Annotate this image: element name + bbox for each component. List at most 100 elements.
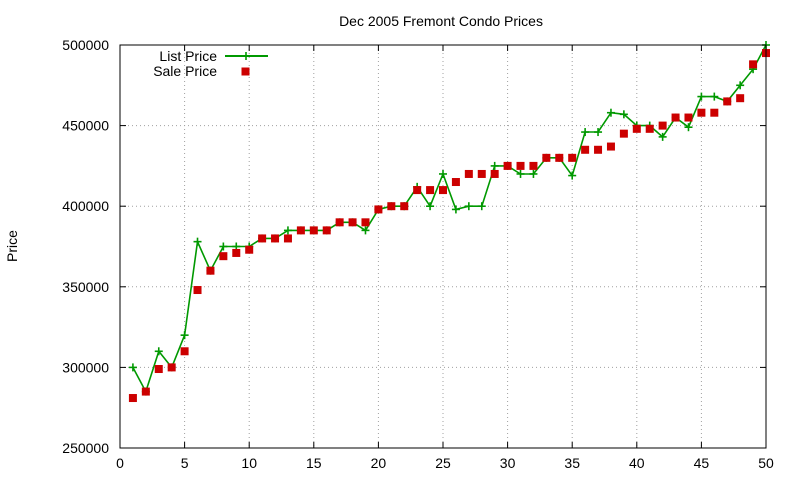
legend-marker-list-price (242, 52, 250, 60)
sale-price-point (232, 248, 241, 257)
sale-price-point (258, 234, 267, 243)
sale-price-point (516, 161, 525, 170)
sale-price-point (658, 121, 667, 130)
x-tick-label: 10 (241, 455, 257, 471)
list-price-point (219, 242, 228, 251)
sale-price-point (736, 94, 745, 103)
sale-price-point (490, 169, 499, 178)
sale-price-point (309, 226, 318, 235)
sale-price-point (400, 202, 409, 211)
list-price-point (464, 202, 473, 211)
y-tick-label: 350000 (62, 279, 109, 295)
list-price-point (477, 202, 486, 211)
sale-price-point (606, 142, 615, 151)
gridlines (120, 45, 766, 448)
y-tick-label: 450000 (62, 118, 109, 134)
list-price-point (128, 363, 137, 372)
list-price-point (154, 347, 163, 356)
sale-price-point (283, 234, 292, 243)
x-tick-label: 50 (758, 455, 774, 471)
list-price-point (658, 132, 667, 141)
list-price-line (132, 44, 767, 394)
sale-price-point (296, 226, 305, 235)
x-tick-label: 25 (435, 455, 451, 471)
sale-price-point (426, 186, 435, 195)
list-price-point (439, 169, 447, 178)
legend-label-list-price: List Price (159, 48, 217, 64)
sale-price-point (128, 394, 137, 403)
list-price-point (736, 81, 745, 90)
list-price-point (568, 171, 577, 180)
sale-price-point (245, 245, 254, 254)
sale-price-point (749, 60, 758, 69)
sale-price-point (542, 153, 551, 162)
sale-price-point (671, 113, 680, 122)
list-price-point (606, 108, 615, 117)
sale-price-point (193, 286, 202, 295)
legend-marker-sale-price (241, 67, 250, 76)
sale-price-point (645, 124, 654, 133)
sale-price-point (180, 347, 189, 356)
data-series (128, 41, 770, 403)
sale-price-point (167, 363, 176, 372)
sale-price-point (710, 108, 719, 117)
list-price-point (180, 331, 189, 340)
y-tick-label: 250000 (62, 440, 109, 456)
x-tick-label: 35 (564, 455, 580, 471)
x-tick-label: 20 (371, 455, 387, 471)
sale-price-point (154, 365, 163, 374)
sale-price-point (322, 226, 331, 235)
list-price-point (710, 92, 719, 101)
sale-price-point (387, 202, 396, 211)
sale-price-point (335, 218, 344, 227)
sale-price-point (348, 218, 357, 227)
y-tick-label: 400000 (62, 198, 109, 214)
x-tick-label: 30 (500, 455, 516, 471)
sale-price-point (374, 205, 383, 214)
sale-price-point (581, 145, 590, 154)
list-price-point (451, 205, 460, 214)
sale-price-point (555, 153, 564, 162)
sale-price-point (477, 169, 486, 178)
list-price-point (361, 226, 370, 235)
sale-price-point (439, 186, 447, 195)
y-tick-label: 500000 (62, 37, 109, 53)
axis-ticks: 0 5 10 15 20 25 30 35 40 45 50 250000 300000 350000 40… (62, 37, 774, 471)
sale-price-point (723, 97, 732, 106)
x-tick-label: 0 (116, 455, 124, 471)
plot-frame (119, 44, 767, 449)
list-price-point (490, 161, 499, 170)
list-price-point (697, 92, 706, 101)
legend: List Price Sale Price (153, 48, 268, 79)
x-tick-label: 40 (629, 455, 645, 471)
sale-price-point (451, 178, 460, 187)
sale-price-point (141, 387, 150, 396)
sale-price-point (632, 124, 641, 133)
list-price-point (581, 128, 590, 137)
sale-price-point (529, 161, 538, 170)
list-price-point (684, 123, 693, 132)
sale-price-point (219, 252, 228, 261)
sale-price-point (464, 169, 473, 178)
sale-price-point (503, 161, 512, 170)
sale-price-point (206, 266, 215, 275)
sale-price-point (361, 218, 370, 227)
x-tick-label: 15 (306, 455, 322, 471)
sale-price-point (413, 186, 422, 195)
sale-price-point (619, 129, 628, 138)
list-price-point (594, 128, 603, 137)
list-price-point (193, 237, 202, 246)
list-price-point (529, 169, 538, 178)
list-price-point (283, 226, 292, 235)
legend-plus-marker (242, 52, 250, 60)
legend-label-sale-price: Sale Price (153, 63, 217, 79)
sale-price-point (684, 113, 693, 122)
y-axis-label: Price (4, 230, 20, 262)
sale-price-point (271, 234, 280, 243)
list-price-point (619, 110, 628, 119)
chart-title: Dec 2005 Fremont Condo Prices (339, 13, 543, 29)
sale-price-point (594, 145, 603, 154)
sale-price-point (568, 153, 577, 162)
list-price-point (516, 169, 525, 178)
